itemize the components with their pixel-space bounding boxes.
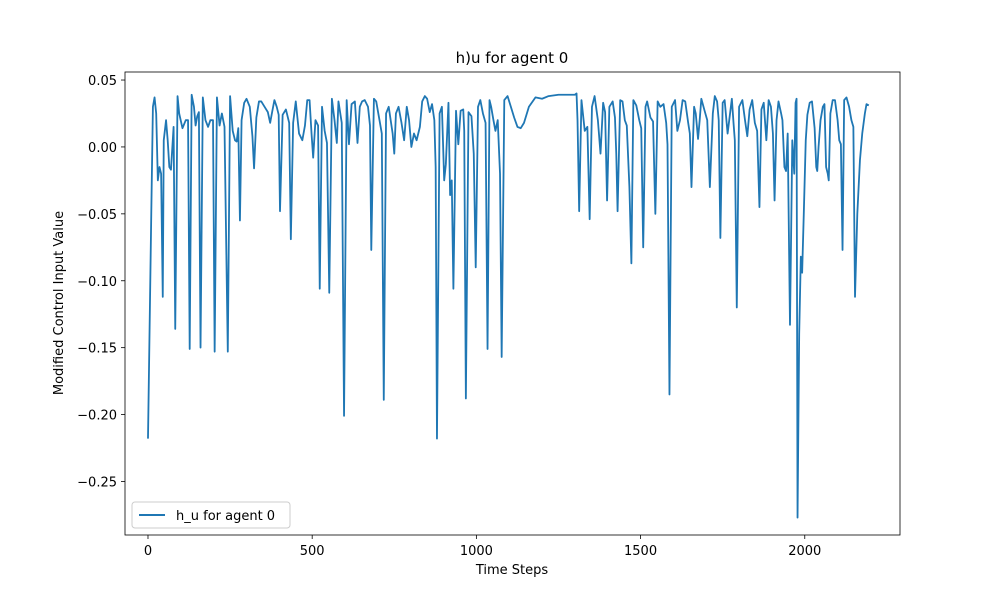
y-tick-label: −0.10 bbox=[77, 275, 117, 290]
y-tick-label: 0.00 bbox=[88, 141, 117, 156]
x-tick-label: 500 bbox=[300, 544, 325, 559]
y-axis: 0.05 0.00 −0.05 −0.10 −0.15 −0.20 −0.25 bbox=[77, 74, 125, 490]
series-layer bbox=[147, 92, 870, 519]
y-tick-label: −0.15 bbox=[77, 342, 117, 357]
x-axis: 0 500 1000 1500 2000 bbox=[144, 535, 821, 559]
x-axis-title: Time Steps bbox=[475, 563, 549, 578]
y-tick-label: 0.05 bbox=[88, 74, 117, 89]
y-tick-label: −0.05 bbox=[77, 208, 117, 223]
legend-box bbox=[131, 501, 291, 529]
x-tick-label: 2000 bbox=[788, 544, 821, 559]
x-tick-label: 1500 bbox=[624, 544, 657, 559]
y-tick-label: −0.20 bbox=[77, 409, 117, 424]
y-tick-label: −0.25 bbox=[77, 475, 117, 490]
chart-title: h)u for agent 0 bbox=[456, 49, 569, 67]
series-line-0 bbox=[147, 92, 870, 519]
axes-frame bbox=[124, 71, 901, 536]
y-axis-title: Modified Control Input Value bbox=[52, 211, 67, 395]
legend-label: h_u for agent 0 bbox=[176, 509, 275, 524]
x-tick-label: 0 bbox=[144, 544, 152, 559]
x-tick-label: 1000 bbox=[460, 544, 493, 559]
legend: h_u for agent 0 bbox=[131, 501, 291, 529]
